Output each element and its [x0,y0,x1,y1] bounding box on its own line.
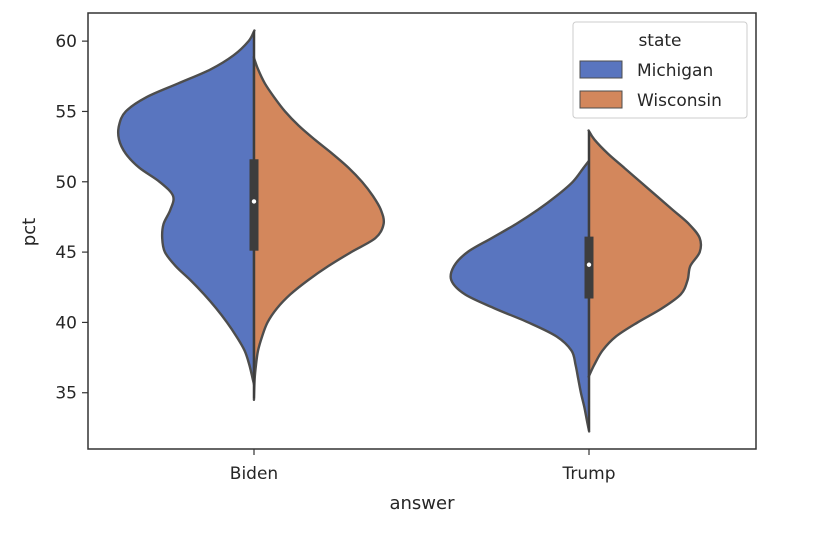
violin-half-wisconsin-biden [252,55,386,402]
median-marker [251,199,257,204]
x-axis: Biden Trump [230,449,616,484]
y-tick-label: 45 [55,243,77,263]
legend-swatch-michigan [579,60,623,79]
y-tick-label: 40 [55,313,77,333]
legend-label-wisconsin: Wisconsin [637,91,722,111]
x-tick-label: Biden [230,464,278,484]
legend-title: state [638,31,681,51]
x-tick-label: Trump [561,464,615,484]
legend-swatch-wisconsin [579,90,623,109]
y-tick-label: 55 [55,102,77,122]
x-axis-label: answer [389,493,455,514]
violin-half-michigan-biden [116,29,256,386]
median-marker [586,262,592,267]
y-axis-label: pct [19,218,40,246]
y-axis: 35 40 45 50 55 60 [55,32,88,404]
iqr-box [249,159,259,251]
legend: state Michigan Wisconsin [572,21,748,119]
legend-label-michigan: Michigan [637,61,713,81]
y-tick-label: 35 [55,384,77,404]
y-tick-label: 50 [55,173,77,193]
violin-half-michigan-trump [449,158,591,433]
plot-frame [87,12,757,450]
iqr-box [584,236,594,299]
violin-half-wisconsin-trump [587,129,703,378]
y-tick-label: 60 [55,32,77,52]
violin-layer [116,29,703,433]
